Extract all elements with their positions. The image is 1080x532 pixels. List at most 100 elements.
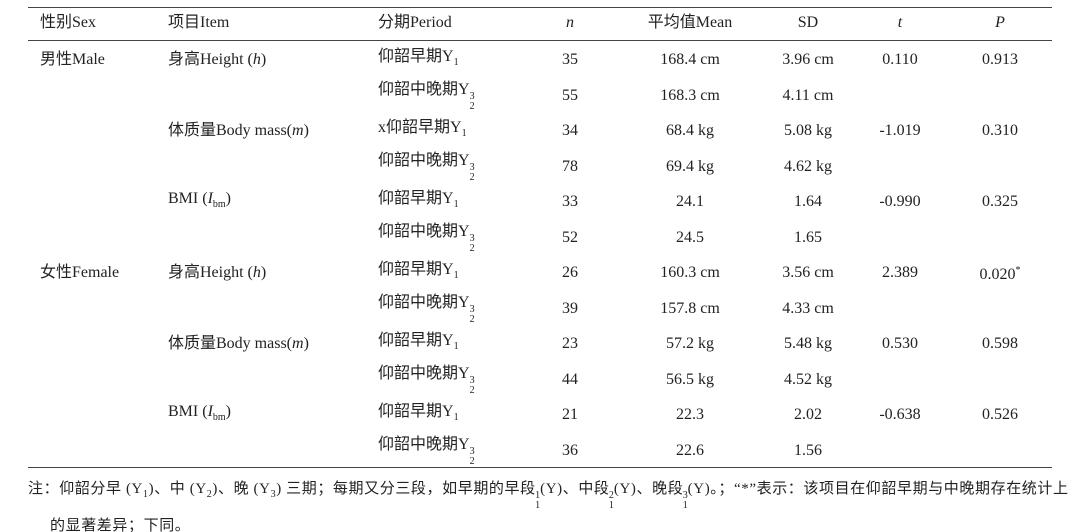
t-cell: -1.019 [879,122,921,139]
header-cell: P [995,14,1005,31]
text-run: 仰韶中晚期Y [378,80,470,98]
text-run: 仰韶中晚期Y [378,293,470,311]
text-run: BMI ( [168,190,208,207]
period-cell: 仰韶早期Y1 [378,189,459,215]
subscript: 1 [453,199,459,210]
header-cell: 平均值Mean [647,14,733,31]
sd-cell: 4.62 kg [784,157,832,175]
sex-cell: 女性Female [40,264,120,281]
mean-cell: 157.8 cm [660,299,720,317]
item-cell: 体质量Body mass(m) [168,121,309,141]
item-cell: 体质量Body mass(m) [168,334,309,354]
n-cell: 23 [562,335,578,352]
item-cell: BMI (Ibm) [168,189,231,215]
text-run: 体质量Body mass( [168,335,293,352]
subscript: 2 [206,489,213,500]
period-cell: 仰韶中晚期Y 3 2 [378,151,475,183]
sd-cell: 1.65 [794,228,822,246]
mean-cell: 57.2 kg [666,335,714,352]
sd-cell: 2.02 [794,406,822,423]
subscript: 1 [453,57,459,68]
superscript: 3 [469,161,475,173]
n-cell: 21 [562,406,578,423]
subscript: 2 [469,313,475,325]
p-cell: 0.310 [982,122,1018,139]
p-cell: 0.325 [982,193,1018,210]
sd-cell: 1.56 [794,441,822,459]
mean-cell: 69.4 kg [666,157,714,175]
text-run: 身高Height ( [168,264,253,281]
text-run: 仰韶中晚期Y [378,222,470,240]
text-run: Y [619,481,631,497]
note: 注：仰韶分早 (Y1)、中 (Y2)、晚 (Y3) 三期；每期又分三段，如早期的… [28,481,1069,532]
text-run: )、中 ( [148,481,196,497]
text-run: )。；“*”表示：该项目在仰韶早期与中晚期存在统计上的显著差异；下同。 [50,481,1069,532]
text-run: 仰韶早期Y [378,261,454,278]
mean-cell: 168.3 cm [660,86,720,104]
item-cell: BMI (Ibm) [168,402,231,428]
header-cell: 分期Period [378,14,452,31]
text-run: 仰韶中晚期Y [378,364,470,382]
header-cell: SD [797,14,819,31]
t-cell: 0.530 [882,335,918,352]
subscript: 2 [469,100,475,112]
mean-cell: 24.1 [676,193,704,210]
p-cell: 0.020* [980,261,1021,285]
n-cell: 26 [562,264,578,281]
sd-cell: 3.96 cm [782,51,834,68]
subscript: 2 [469,384,475,396]
subscript: 1 [142,489,149,500]
item-cell: 身高Height (h) [168,263,266,283]
text-run: Y [545,481,558,497]
item-cell: 身高Height (h) [168,50,266,70]
subscript: 2 [469,242,475,254]
top-rule [28,7,1052,8]
n-cell: 34 [562,122,578,139]
sd-cell: 5.48 kg [784,335,832,352]
n-cell: 44 [562,370,578,388]
text-run: )、晚段 ( [630,481,694,497]
mean-cell: 22.6 [676,441,704,459]
p-cell: 0.526 [982,406,1018,423]
n-cell: 78 [562,157,578,175]
header-cell: t [897,14,903,31]
text-run: BMI ( [168,403,208,420]
subscript: bm [212,199,226,210]
subscript: 1 [453,341,459,352]
text-run: 仰韶早期Y [378,403,454,420]
period-cell: 仰韶中晚期Y 3 2 [378,80,475,112]
text-run: Y [259,481,271,497]
sd-cell: 1.64 [794,193,822,210]
subscript: 1 [453,412,459,423]
n-cell: 36 [562,441,578,459]
text-run: 仰韶中晚期Y [378,435,470,453]
text-run: Y [195,481,207,497]
period-cell: 仰韶早期Y1 [378,260,459,286]
period-cell: 仰韶中晚期Y 3 2 [378,364,475,396]
n-cell: 33 [562,193,578,210]
period-cell: 仰韶早期Y1 [378,331,459,357]
text-run: ) [303,335,309,352]
text-run: Y [693,481,705,497]
subscript: 3 [270,489,277,500]
mean-cell: 160.3 cm [660,264,720,281]
t-cell: 2.389 [882,264,918,281]
n-cell: 52 [562,228,578,246]
text-run: ) [260,264,267,281]
text-run: m [292,335,304,352]
period-cell: 仰韶早期Y1 [378,402,459,428]
n-cell: 39 [562,299,578,317]
superscript: 3 [469,374,475,386]
n-cell: 35 [562,51,578,68]
text-run: 仰韶早期Y [378,48,454,65]
subscript: 1 [461,128,467,139]
text-run: h [252,264,261,281]
p-cell: 0.598 [982,335,1018,352]
header-cell: 项目Item [168,14,230,31]
subscript: 2 [469,455,475,467]
